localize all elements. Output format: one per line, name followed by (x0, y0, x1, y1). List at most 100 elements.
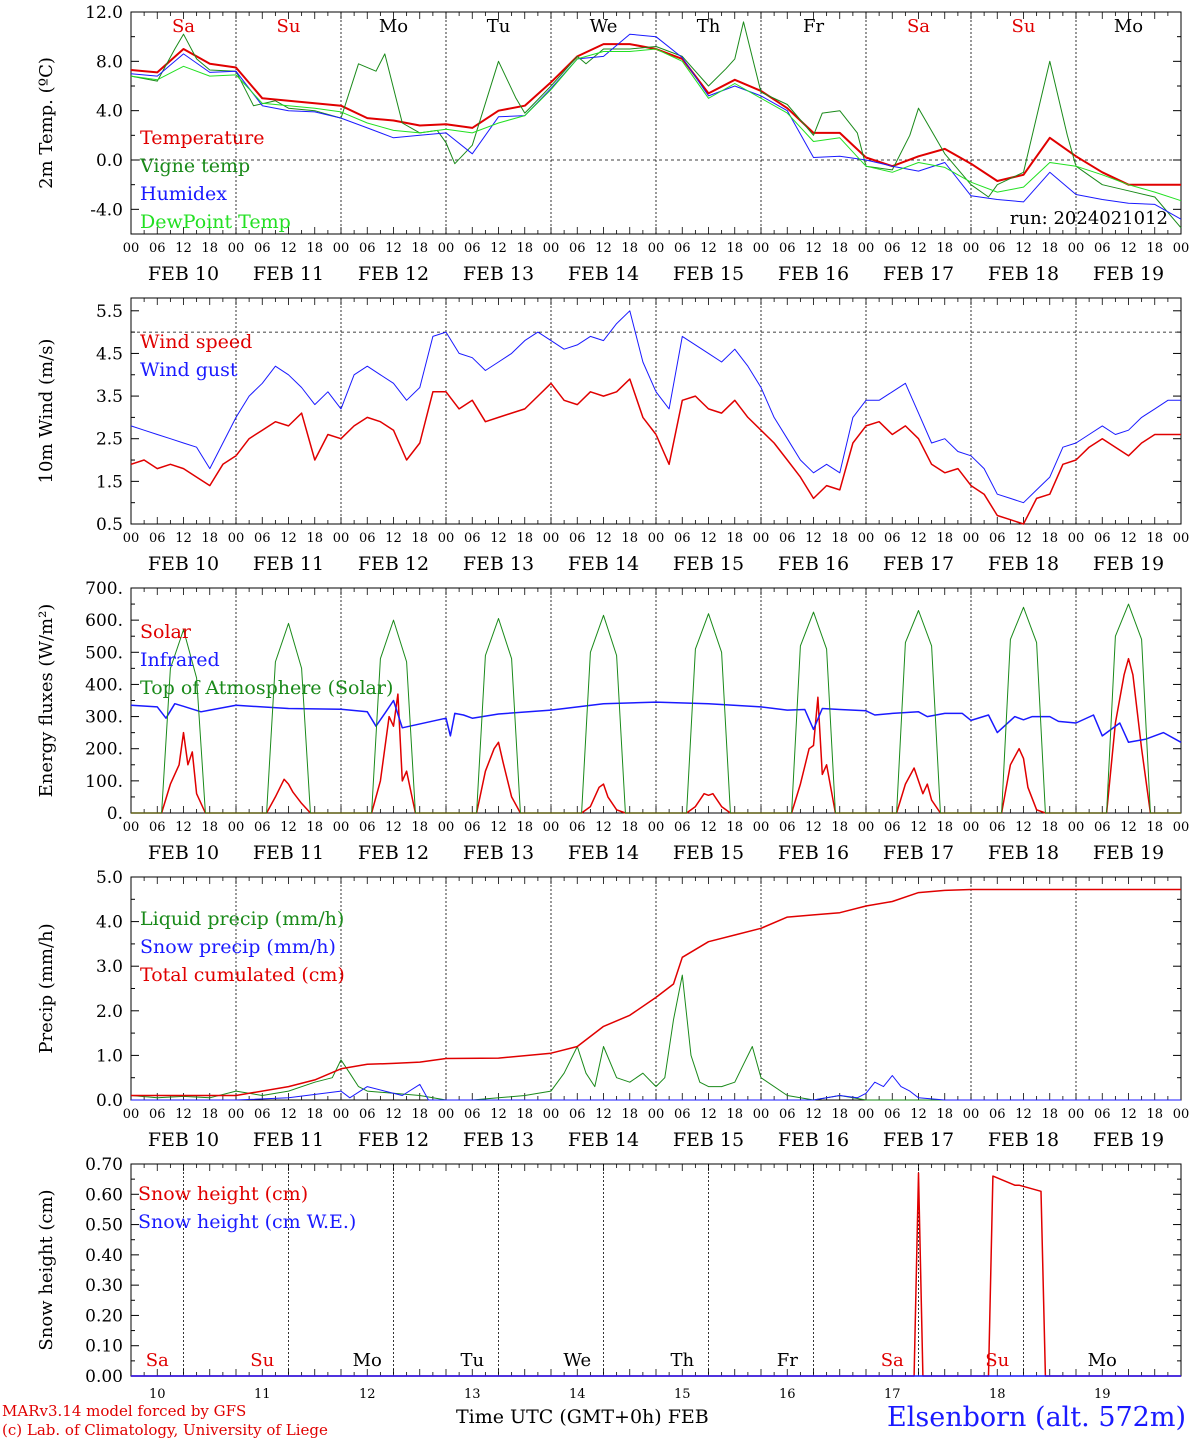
hour-tick-label: 18 (516, 1107, 533, 1122)
hour-tick-label: 00 (753, 820, 770, 835)
y-tick-label: 700. (85, 579, 123, 599)
weekday-label: Su (1012, 16, 1036, 37)
run-label: run: 2024021012 (1010, 208, 1168, 229)
hour-tick-label: 06 (464, 241, 481, 256)
day-number-label: 11 (254, 1387, 271, 1402)
hour-tick-label: 18 (516, 820, 533, 835)
hour-tick-label: 18 (201, 241, 218, 256)
hour-tick-label: 18 (831, 531, 848, 546)
date-label: FEB 10 (148, 842, 219, 864)
y-tick-label: 1.5 (96, 472, 123, 492)
panel-1: 2m Temp. (ºC) (36, 11, 1182, 235)
y-tick-label: 0.70 (85, 1155, 123, 1175)
hour-tick-label: 12 (175, 820, 192, 835)
date-label: FEB 18 (988, 263, 1059, 285)
hour-tick-label: 12 (385, 531, 402, 546)
hour-tick-label: 12 (1120, 820, 1137, 835)
hour-tick-label: 06 (569, 820, 586, 835)
weekday-label: Fr (803, 16, 824, 37)
hour-tick-label: 00 (333, 820, 350, 835)
hour-tick-label: 18 (1041, 1107, 1058, 1122)
hour-tick-label: 18 (201, 531, 218, 546)
hour-tick-label: 00 (228, 531, 245, 546)
date-label: FEB 18 (988, 842, 1059, 864)
y-tick-label: 0.60 (85, 1185, 123, 1205)
y-tick-label: 0.0 (96, 1091, 123, 1111)
hour-tick-label: 18 (1146, 531, 1163, 546)
hour-tick-label: 12 (385, 241, 402, 256)
hour-tick-label: 00 (333, 241, 350, 256)
hour-tick-label: 06 (674, 241, 691, 256)
hour-tick-label: 00 (228, 820, 245, 835)
y-tick-label: 1.0 (96, 1046, 123, 1066)
weekday-label: Su (985, 1350, 1009, 1371)
hour-tick-label: 18 (1146, 241, 1163, 256)
hour-tick-label: 00 (858, 820, 875, 835)
series-line (130, 48, 1182, 202)
y-tick-label: 400. (85, 675, 123, 695)
date-label: FEB 17 (883, 263, 954, 285)
legend-entry: Humidex (140, 183, 227, 205)
date-label: FEB 17 (883, 842, 954, 864)
date-label: FEB 12 (358, 263, 429, 285)
hour-tick-label: 00 (753, 241, 770, 256)
series-line (130, 699, 1182, 744)
hour-tick-label: 06 (254, 820, 271, 835)
y-tick-label: 200. (85, 740, 123, 760)
hour-tick-label: 18 (411, 531, 428, 546)
weekday-label: Fr (777, 1350, 798, 1371)
y-tick-label: 12.0 (85, 3, 123, 23)
hour-tick-label: 06 (149, 1107, 166, 1122)
hour-tick-label: 12 (805, 1107, 822, 1122)
hour-tick-label: 06 (779, 1107, 796, 1122)
hour-tick-label: 12 (280, 1107, 297, 1122)
hour-tick-label: 00 (1173, 241, 1190, 256)
hour-tick-label: 18 (831, 1107, 848, 1122)
hour-tick-label: 18 (621, 531, 638, 546)
hour-tick-label: 06 (254, 241, 271, 256)
date-label: FEB 11 (253, 263, 324, 285)
y-axis-label: Precip (mm/h) (36, 923, 57, 1053)
hour-tick-label: 06 (1094, 1107, 1111, 1122)
day-number-label: 12 (359, 1387, 376, 1402)
date-label: FEB 10 (148, 263, 219, 285)
hour-tick-label: 18 (726, 531, 743, 546)
legend-entry: Snow precip (mm/h) (140, 936, 336, 958)
hour-tick-label: 18 (936, 531, 953, 546)
weekday-label: Tu (487, 16, 511, 37)
y-tick-label: 0.00 (85, 1367, 123, 1387)
hour-tick-label: 18 (306, 820, 323, 835)
hour-tick-label: 06 (779, 531, 796, 546)
date-label: FEB 13 (463, 1129, 534, 1151)
date-label: FEB 19 (1093, 553, 1164, 575)
panel-2: 10m Wind (m/s) (36, 297, 1182, 525)
hour-tick-label: 06 (674, 820, 691, 835)
hour-tick-label: 00 (1173, 531, 1190, 546)
y-tick-label: 500. (85, 643, 123, 663)
hour-tick-label: 18 (411, 820, 428, 835)
hour-tick-label: 00 (333, 1107, 350, 1122)
hour-tick-label: 18 (726, 241, 743, 256)
hour-tick-label: 06 (359, 531, 376, 546)
hour-tick-label: 12 (805, 531, 822, 546)
date-label: FEB 19 (1093, 263, 1164, 285)
hour-tick-label: 12 (490, 1107, 507, 1122)
hour-tick-label: 00 (123, 1107, 140, 1122)
y-tick-label: 600. (85, 611, 123, 631)
hour-tick-label: 18 (936, 241, 953, 256)
y-tick-label: 3.5 (96, 387, 123, 407)
hour-tick-label: 06 (884, 820, 901, 835)
hour-tick-label: 06 (779, 241, 796, 256)
hour-tick-label: 06 (1094, 241, 1111, 256)
hour-tick-label: 12 (910, 241, 927, 256)
hour-tick-label: 00 (963, 1107, 980, 1122)
date-label: FEB 17 (883, 1129, 954, 1151)
series-line (130, 378, 1181, 525)
weekday-label: Su (250, 1350, 274, 1371)
y-tick-label: 0.0 (96, 151, 123, 171)
hour-tick-label: 12 (805, 820, 822, 835)
hour-tick-label: 00 (963, 241, 980, 256)
hour-tick-label: 06 (1094, 820, 1111, 835)
hour-tick-label: 00 (858, 241, 875, 256)
weekday-label: Th (697, 16, 721, 37)
